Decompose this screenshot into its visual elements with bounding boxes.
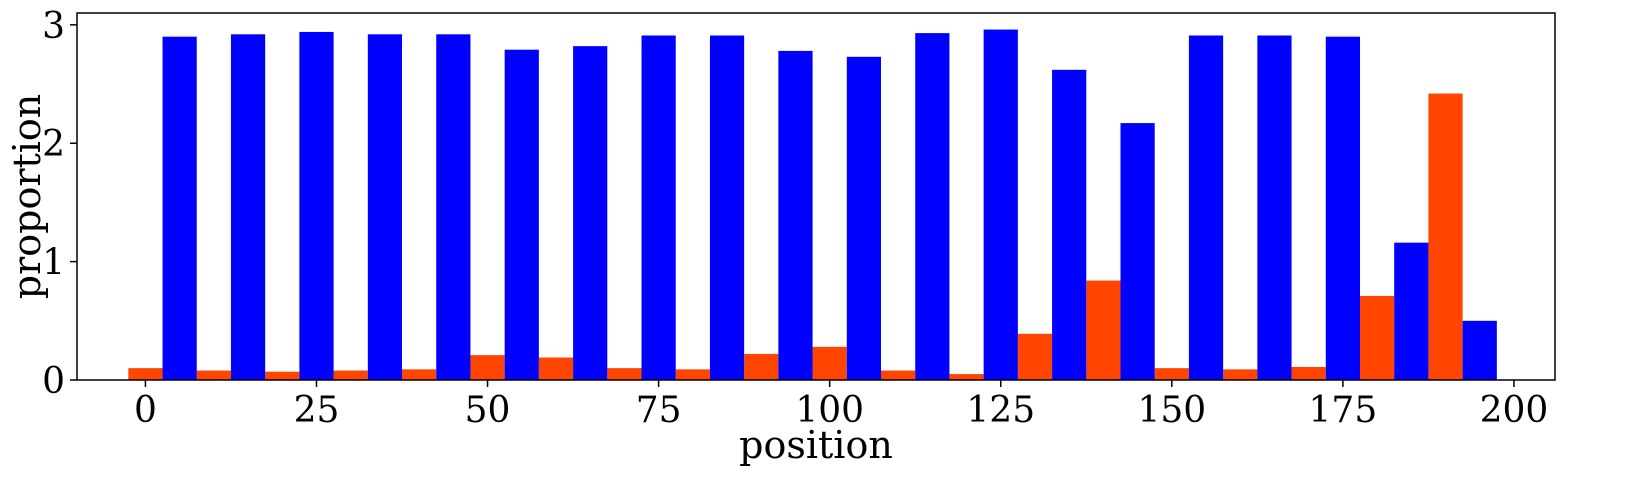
bar-series-2-0 bbox=[162, 36, 197, 380]
bar-series-1-4 bbox=[402, 369, 437, 380]
x-tick-label: 150 bbox=[1137, 390, 1206, 431]
bar-series-1-18 bbox=[1359, 295, 1395, 380]
y-tick-label: 2 bbox=[42, 124, 65, 165]
x-tick-label: 100 bbox=[795, 390, 864, 431]
bar-series-1-11 bbox=[881, 370, 916, 380]
bar-series-2-2 bbox=[299, 31, 334, 381]
y-tick-label: 0 bbox=[42, 361, 65, 402]
bar-series-2-9 bbox=[778, 50, 813, 380]
bar-series-2-11 bbox=[915, 33, 950, 381]
bar-series-2-7 bbox=[641, 35, 676, 380]
x-tick-label: 175 bbox=[1309, 390, 1378, 431]
bar-series-1-6 bbox=[538, 357, 574, 380]
bar-series-1-19 bbox=[1428, 93, 1463, 380]
plot-frame bbox=[76, 12, 1556, 381]
bar-series-2-12 bbox=[983, 29, 1018, 381]
bar-series-1-0 bbox=[128, 368, 163, 380]
bar-series-2-16 bbox=[1257, 35, 1292, 380]
x-tick-label: 50 bbox=[465, 390, 511, 431]
bar-series-1-8 bbox=[675, 369, 710, 380]
bar-series-2-13 bbox=[1052, 69, 1087, 380]
x-tick-label: 200 bbox=[1480, 390, 1549, 431]
bar-series-2-15 bbox=[1188, 35, 1224, 380]
bar-series-2-10 bbox=[846, 56, 882, 381]
bar-series-1-7 bbox=[607, 368, 642, 380]
bar-series-1-15 bbox=[1154, 368, 1189, 380]
bar-series-1-5 bbox=[470, 355, 505, 380]
bar-series-1-17 bbox=[1291, 366, 1326, 380]
bar-series-2-6 bbox=[573, 46, 608, 381]
bar-series-2-19 bbox=[1462, 320, 1497, 380]
bar-series-2-14 bbox=[1120, 123, 1155, 380]
ticks-group: 0 25 50 75 100 125 150 175 200 0 1 2 3 bbox=[42, 6, 1548, 431]
y-tick-label: 3 bbox=[42, 6, 65, 47]
bar-series-1-1 bbox=[196, 370, 231, 380]
bar-series-1-3 bbox=[333, 370, 368, 380]
y-tick-label: 1 bbox=[42, 243, 65, 284]
bar-series-1-9 bbox=[744, 353, 779, 380]
bar-series-2-18 bbox=[1394, 242, 1429, 380]
bar-series-2-8 bbox=[709, 35, 745, 380]
bar-series-1-2 bbox=[265, 371, 300, 380]
bar-series-1-10 bbox=[812, 346, 847, 380]
x-tick-label: 125 bbox=[966, 390, 1035, 431]
bar-series-2-4 bbox=[436, 34, 471, 380]
bar-series-2-1 bbox=[230, 34, 266, 380]
x-tick-label: 25 bbox=[294, 390, 340, 431]
bar-series-2-5 bbox=[504, 49, 539, 380]
bar-series-1-14 bbox=[1086, 280, 1121, 380]
x-tick-label: 75 bbox=[636, 390, 682, 431]
bars-group bbox=[128, 29, 1497, 381]
x-axis-title: position bbox=[739, 423, 893, 467]
y-axis-title: proportion bbox=[5, 94, 49, 300]
x-tick-label: 0 bbox=[134, 390, 157, 431]
bar-series-2-3 bbox=[367, 34, 403, 380]
bar-series-1-16 bbox=[1223, 369, 1258, 380]
bar-series-2-17 bbox=[1325, 36, 1360, 380]
bar-series-1-13 bbox=[1017, 333, 1053, 380]
bar-series-1-12 bbox=[949, 374, 984, 380]
